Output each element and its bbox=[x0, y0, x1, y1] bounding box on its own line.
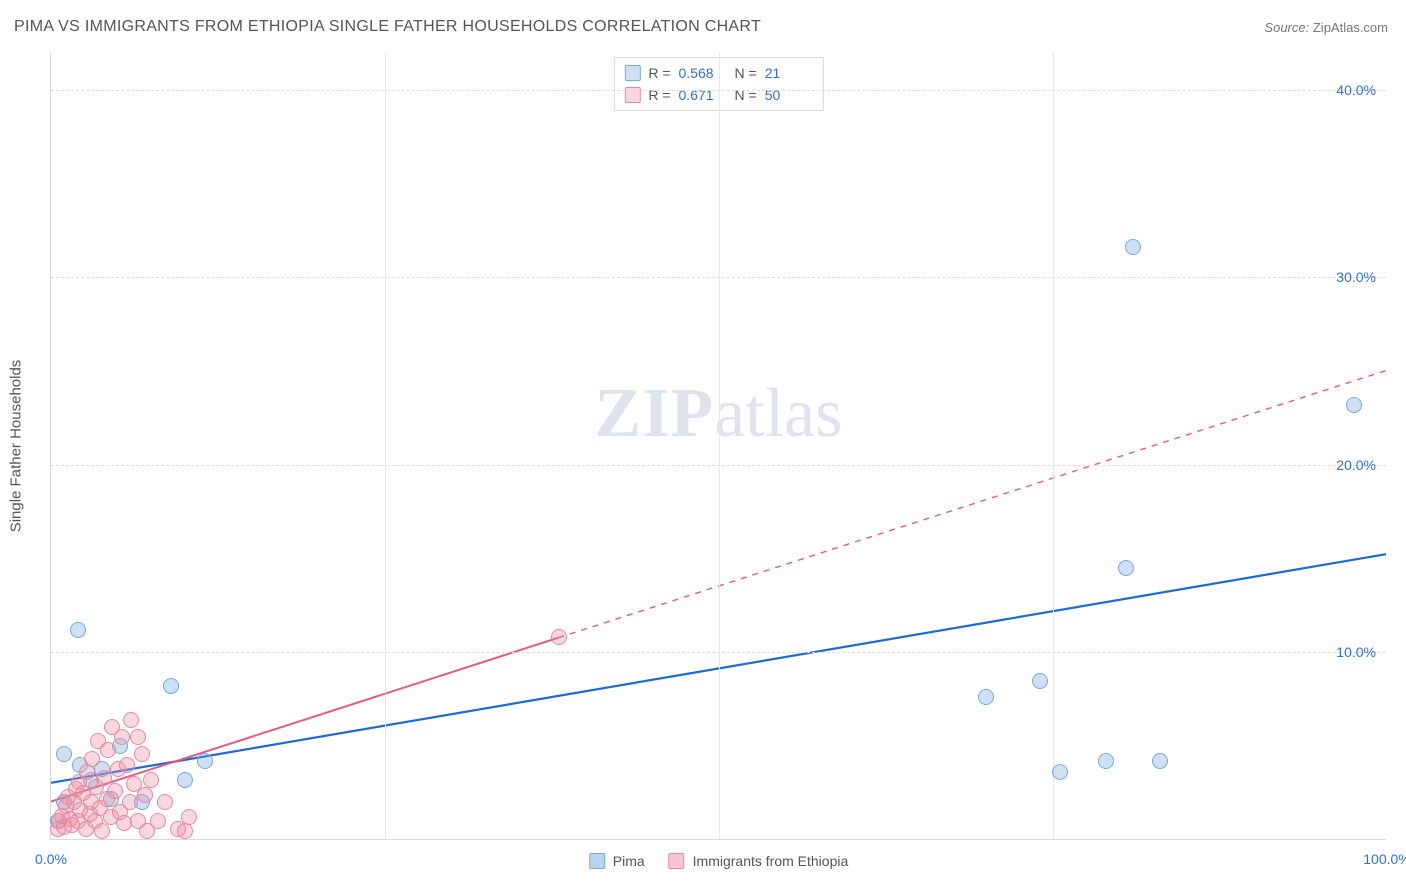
scatter-point-ethiopia bbox=[123, 712, 139, 728]
scatter-point-pima bbox=[1346, 397, 1362, 413]
scatter-point-pima bbox=[56, 746, 72, 762]
series-legend-item: Pima bbox=[589, 853, 645, 869]
scatter-point-pima bbox=[1052, 764, 1068, 780]
series-legend-label: Immigrants from Ethiopia bbox=[693, 853, 849, 869]
scatter-point-ethiopia bbox=[107, 783, 123, 799]
source-label: Source: bbox=[1264, 20, 1309, 35]
stat-r-label: R = bbox=[648, 62, 670, 84]
scatter-point-ethiopia bbox=[84, 751, 100, 767]
gridline-vertical bbox=[385, 52, 386, 839]
stat-n-label: N = bbox=[735, 84, 757, 106]
y-tick-label: 20.0% bbox=[1336, 457, 1376, 473]
source-value: ZipAtlas.com bbox=[1313, 20, 1388, 35]
stat-n-value: 21 bbox=[765, 62, 813, 84]
scatter-point-pima bbox=[177, 772, 193, 788]
chart-container: PIMA VS IMMIGRANTS FROM ETHIOPIA SINGLE … bbox=[0, 0, 1406, 892]
scatter-point-ethiopia bbox=[551, 629, 567, 645]
legend-swatch bbox=[669, 853, 685, 869]
series-legend: Pima Immigrants from Ethiopia bbox=[589, 853, 849, 869]
scatter-point-pima bbox=[163, 678, 179, 694]
scatter-point-ethiopia bbox=[150, 813, 166, 829]
scatter-point-ethiopia bbox=[119, 757, 135, 773]
scatter-point-pima bbox=[1032, 673, 1048, 689]
y-tick-label: 30.0% bbox=[1336, 269, 1376, 285]
legend-swatch bbox=[589, 853, 605, 869]
y-axis-label: Single Father Households bbox=[8, 360, 25, 533]
gridline-vertical bbox=[719, 52, 720, 839]
source-attribution: Source: ZipAtlas.com bbox=[1264, 20, 1388, 35]
y-tick-label: 40.0% bbox=[1336, 82, 1376, 98]
chart-title: PIMA VS IMMIGRANTS FROM ETHIOPIA SINGLE … bbox=[14, 18, 761, 36]
scatter-point-pima bbox=[1125, 239, 1141, 255]
stat-n-label: N = bbox=[735, 62, 757, 84]
y-tick-label: 10.0% bbox=[1336, 644, 1376, 660]
plot-area: ZIPatlas R =0.568N =21R =0.671N =50 Pima… bbox=[50, 52, 1386, 840]
scatter-point-ethiopia bbox=[122, 794, 138, 810]
scatter-point-ethiopia bbox=[177, 823, 193, 839]
x-tick-label: 0.0% bbox=[35, 851, 67, 867]
stat-n-value: 50 bbox=[765, 84, 813, 106]
scatter-point-pima bbox=[1152, 753, 1168, 769]
scatter-point-ethiopia bbox=[130, 729, 146, 745]
scatter-point-ethiopia bbox=[94, 823, 110, 839]
scatter-point-pima bbox=[1098, 753, 1114, 769]
scatter-point-pima bbox=[70, 622, 86, 638]
scatter-point-ethiopia bbox=[134, 746, 150, 762]
x-tick-label: 100.0% bbox=[1363, 851, 1406, 867]
regression-line-dashed-ethiopia bbox=[558, 371, 1386, 638]
series-legend-item: Immigrants from Ethiopia bbox=[669, 853, 849, 869]
scatter-point-ethiopia bbox=[137, 787, 153, 803]
series-legend-label: Pima bbox=[613, 853, 645, 869]
scatter-point-pima bbox=[1118, 560, 1134, 576]
scatter-point-ethiopia bbox=[143, 772, 159, 788]
scatter-point-ethiopia bbox=[157, 794, 173, 810]
scatter-point-ethiopia bbox=[114, 729, 130, 745]
scatter-point-ethiopia bbox=[100, 742, 116, 758]
scatter-point-pima bbox=[197, 753, 213, 769]
scatter-point-pima bbox=[978, 689, 994, 705]
legend-swatch bbox=[624, 65, 640, 81]
gridline-vertical bbox=[1053, 52, 1054, 839]
stat-r-label: R = bbox=[648, 84, 670, 106]
